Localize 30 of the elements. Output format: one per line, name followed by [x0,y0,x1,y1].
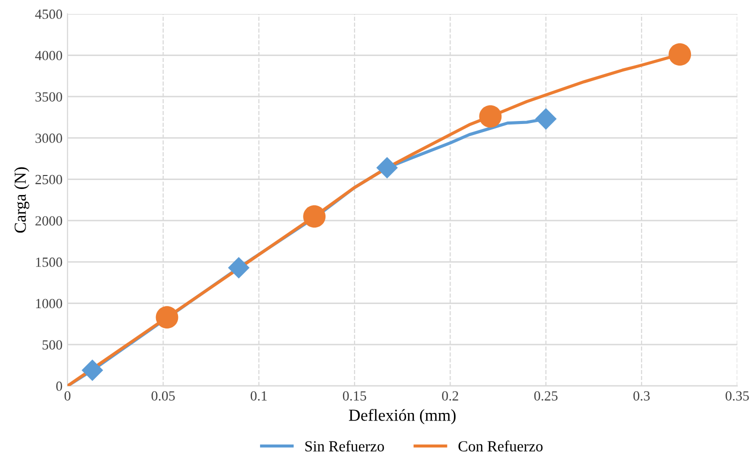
y-tick-label: 4500 [35,10,62,19]
point [82,359,104,381]
point [535,108,557,130]
x-tick-label: 0.25 [534,391,558,401]
point [668,43,692,66]
x-tick-label: 0.1 [250,391,267,401]
point [156,306,178,329]
y-tick-label: 0 [56,382,62,391]
y-tick-label: 4000 [35,50,62,60]
legend-label: Con Refuerzo [458,440,543,452]
y-tick-label: 1000 [36,298,62,308]
x-tick-label: 0.3 [633,391,650,401]
point [376,156,398,178]
x-tick-label: 0.05 [152,391,175,401]
x-tick-label: 0.2 [442,391,458,401]
x-tick-label: 0.35 [726,391,749,401]
x-tick-label: 0 [64,391,70,401]
y-tick-label: 500 [42,340,62,350]
y-tick-label: 3500 [36,92,62,102]
y-tick-label: 1500 [36,258,62,267]
point [479,105,502,128]
x-axis-title: Deflexión (mm) [348,408,456,424]
y-tick-label: 3000 [36,134,62,143]
y-tick-label: 2500 [35,174,62,184]
point [228,256,250,278]
x-tick-label: 0.15 [342,391,366,401]
point [303,205,326,228]
y-tick-label: 2000 [35,216,62,226]
legend-label: Sin Refuerzo [305,440,384,452]
y-axis-title: Carga (N) [14,167,30,233]
